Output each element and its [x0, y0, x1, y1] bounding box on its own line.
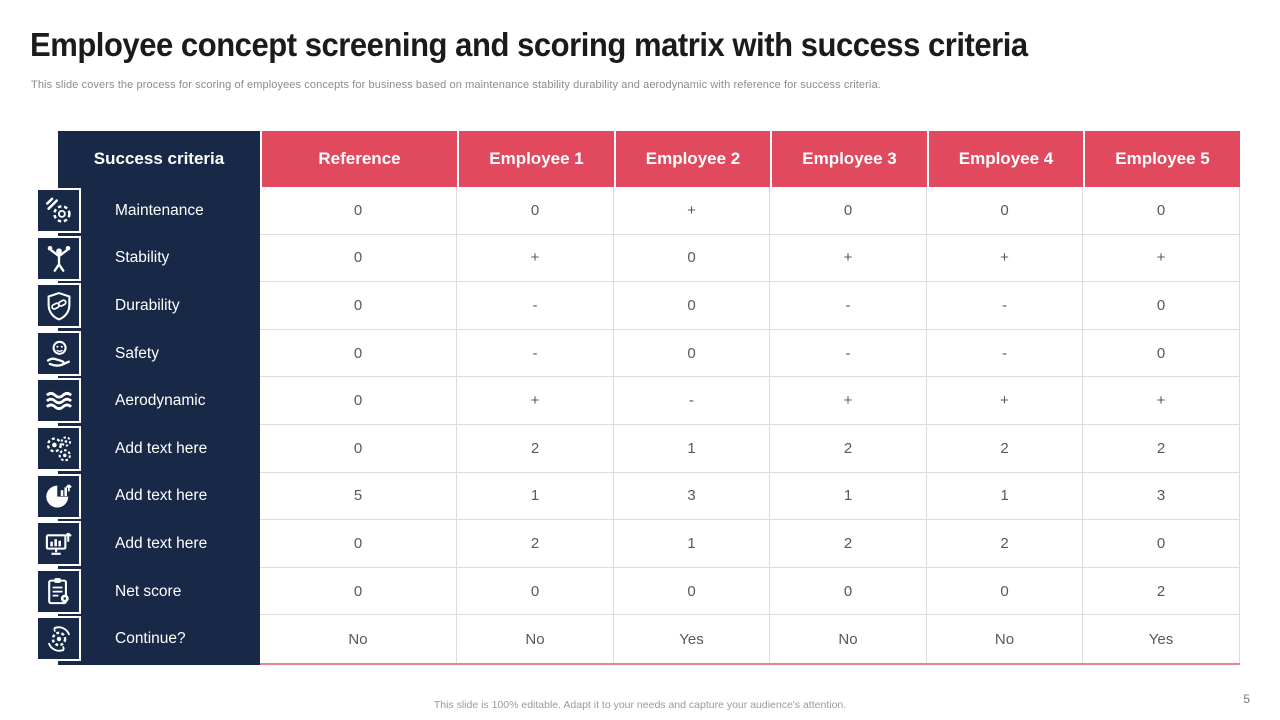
header-employee-5: Employee 5	[1083, 131, 1240, 187]
matrix-cell-r6-c2: 3	[614, 472, 770, 521]
gears-icon	[36, 426, 81, 471]
row-label-net-score: Net score	[115, 582, 182, 600]
matrix-cell-r1-c1: +	[457, 234, 614, 283]
row-label-add-text-here: Add text here	[115, 439, 208, 457]
matrix-cell-r6-c0: 5	[260, 472, 457, 521]
header-employee-2: Employee 2	[614, 131, 770, 187]
matrix-cell-r9-c4: No	[927, 615, 1083, 663]
matrix-cell-r2-c0: 0	[260, 282, 457, 330]
matrix-cell-r3-c2: 0	[614, 329, 770, 378]
matrix-cell-r0-c2: +	[614, 187, 770, 235]
row-label-stability: Stability	[115, 249, 170, 267]
matrix-cell-r5-c2: 1	[614, 424, 770, 473]
matrix-cell-r3-c3: -	[770, 329, 927, 378]
header-reference: Reference	[260, 131, 457, 187]
stability-icon	[36, 235, 81, 281]
header-employee-4: Employee 4	[927, 131, 1083, 187]
page-number: 5	[1243, 692, 1250, 706]
matrix-cell-r8-c0: 0	[260, 567, 457, 616]
matrix-cell-r9-c0: No	[260, 615, 457, 663]
matrix-cell-r7-c3: 2	[770, 520, 927, 568]
matrix-cell-r4-c3: +	[770, 377, 927, 425]
matrix-cell-r6-c5: 3	[1083, 472, 1240, 521]
matrix-cell-r0-c1: 0	[457, 187, 614, 235]
matrix-cell-r1-c4: +	[927, 234, 1083, 283]
matrix-cell-r0-c5: 0	[1083, 187, 1240, 235]
matrix-cell-r5-c1: 2	[457, 424, 614, 473]
matrix-cell-r1-c2: 0	[614, 234, 770, 283]
slide-subtitle: This slide covers the process for scorin…	[31, 79, 881, 91]
footer-note: This slide is 100% editable. Adapt it to…	[433, 699, 847, 711]
matrix-cell-r3-c4: -	[927, 329, 1083, 378]
matrix-cell-r2-c1: -	[457, 282, 614, 330]
matrix-cell-r4-c2: -	[614, 377, 770, 425]
matrix-cell-r5-c5: 2	[1083, 424, 1240, 473]
row-label-aerodynamic: Aerodynamic	[115, 392, 206, 410]
matrix-cell-r4-c0: 0	[260, 377, 457, 425]
matrix-cell-r2-c4: -	[927, 282, 1083, 330]
header-success-criteria: Success criteria	[58, 131, 260, 187]
row-label-durability: Durability	[115, 296, 180, 314]
aerodynamic-icon	[36, 378, 81, 424]
matrix-cell-r8-c4: 0	[927, 567, 1083, 616]
header-employee-1: Employee 1	[457, 131, 614, 187]
criteria-label-column: Maintenance Stability Durability Safety Aero…	[58, 187, 260, 665]
row-label-continue-: Continue?	[115, 630, 186, 648]
matrix-cell-r7-c5: 0	[1083, 520, 1240, 568]
durability-icon	[36, 283, 81, 329]
table-header-row: Success criteria Reference Employee 1 Emplo…	[58, 131, 1240, 187]
score-value-grid: 0 0 +0 0 0 0 +0 + + +0-0- -0 0-0- -0 0 + - + + +0 2 1 2 2 2 5 1 3 1…	[260, 187, 1240, 665]
table-body: Maintenance Stability Durability Safety Aero…	[58, 187, 1240, 665]
maintenance-icon	[36, 188, 81, 233]
matrix-cell-r9-c3: No	[770, 615, 927, 663]
matrix-cell-r2-c3: -	[770, 282, 927, 330]
matrix-cell-r2-c5: 0	[1083, 282, 1240, 330]
matrix-cell-r5-c4: 2	[927, 424, 1083, 473]
matrix-cell-r5-c3: 2	[770, 424, 927, 473]
matrix-cell-r9-c2: Yes	[614, 615, 770, 663]
matrix-cell-r8-c2: 0	[614, 567, 770, 616]
matrix-cell-r9-c5: Yes	[1083, 615, 1240, 663]
row-label-maintenance: Maintenance	[115, 201, 204, 219]
matrix-cell-r1-c0: 0	[260, 234, 457, 283]
matrix-cell-r1-c3: +	[770, 234, 927, 283]
page-title: Employee concept screening and scoring m…	[30, 26, 1028, 63]
matrix-cell-r7-c0: 0	[260, 520, 457, 568]
matrix-cell-r4-c4: +	[927, 377, 1083, 425]
matrix-cell-r9-c1: No	[457, 615, 614, 663]
matrix-cell-r7-c2: 1	[614, 520, 770, 568]
scoring-matrix-table: Success criteria Reference Employee 1 Emplo…	[58, 131, 1240, 665]
row-label-add-text-here: Add text here	[115, 487, 208, 505]
matrix-cell-r0-c3: 0	[770, 187, 927, 235]
matrix-cell-r6-c1: 1	[457, 472, 614, 521]
matrix-cell-r3-c5: 0	[1083, 329, 1240, 378]
matrix-cell-r8-c1: 0	[457, 567, 614, 616]
safety-icon	[36, 330, 81, 376]
matrix-cell-r3-c0: 0	[260, 329, 457, 378]
matrix-cell-r7-c1: 2	[457, 520, 614, 568]
presentation-chart-icon	[36, 521, 81, 567]
row-label-safety: Safety	[115, 344, 159, 362]
matrix-cell-r0-c4: 0	[927, 187, 1083, 235]
matrix-cell-r6-c4: 1	[927, 472, 1083, 521]
matrix-cell-r6-c3: 1	[770, 472, 927, 521]
row-label-add-text-here: Add text here	[115, 534, 208, 552]
matrix-cell-r5-c0: 0	[260, 424, 457, 473]
matrix-cell-r3-c1: -	[457, 329, 614, 378]
process-gear-icon	[36, 616, 81, 662]
matrix-cell-r1-c5: +	[1083, 234, 1240, 283]
header-employee-3: Employee 3	[770, 131, 927, 187]
pie-chart-icon	[36, 473, 81, 519]
matrix-cell-r8-c5: 2	[1083, 567, 1240, 616]
matrix-cell-r2-c2: 0	[614, 282, 770, 330]
matrix-cell-r4-c1: +	[457, 377, 614, 425]
matrix-cell-r0-c0: 0	[260, 187, 457, 235]
clipboard-icon	[36, 568, 81, 614]
matrix-cell-r4-c5: +	[1083, 377, 1240, 425]
matrix-cell-r7-c4: 2	[927, 520, 1083, 568]
matrix-cell-r8-c3: 0	[770, 567, 927, 616]
